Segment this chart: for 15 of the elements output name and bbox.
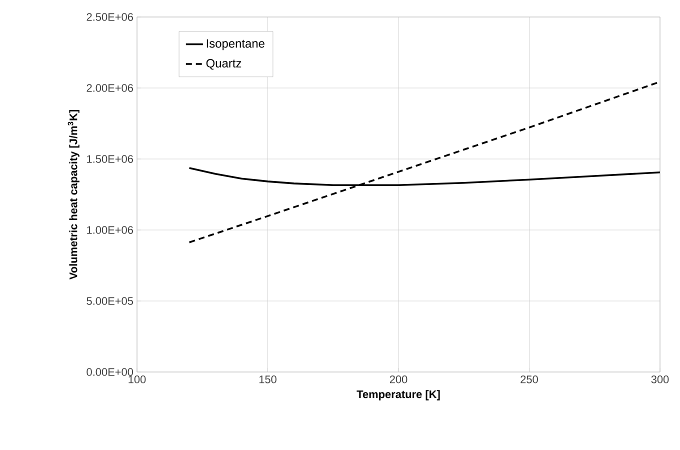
x-tick-label: 100 — [128, 376, 146, 384]
y-tick-label: 0.00E+00 — [86, 368, 134, 376]
legend-label: Isopentane — [206, 39, 264, 50]
x-tick-label: 150 — [259, 376, 276, 384]
y-tick-label: 1.50E+06 — [87, 155, 133, 163]
x-tick-label: 300 — [651, 376, 669, 384]
y-tick-label: 1.00E+06 — [87, 226, 133, 234]
legend-label: Quartz — [206, 59, 242, 70]
y-axis-title: Volumetric heat capacity [J/m$^{3}$K] — [68, 110, 80, 280]
y-tick-label: 2.00E+06 — [86, 84, 133, 92]
x-tick-label: 200 — [390, 376, 408, 384]
x-axis-title: Temperature [K] — [356, 390, 440, 400]
y-tick-label: 5.00E+05 — [86, 297, 134, 305]
y-tick-label: 2.50E+06 — [86, 13, 133, 21]
x-tick-label: 250 — [520, 376, 538, 384]
